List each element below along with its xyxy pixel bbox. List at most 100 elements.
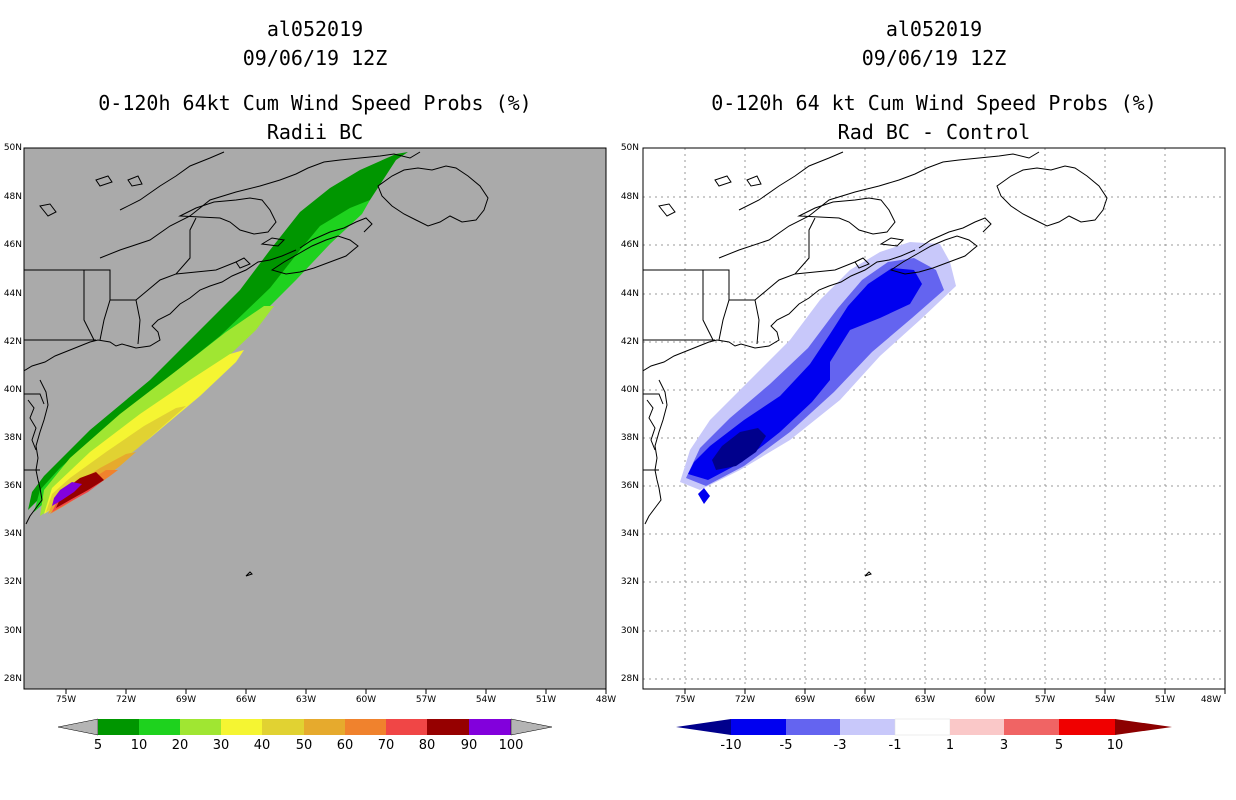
left-title-subtitle: Radii BC	[266, 120, 364, 144]
left-lon-label: 63W	[295, 695, 317, 705]
right-colorbar-swatch	[950, 719, 1004, 735]
right-lat-label: 48N	[620, 192, 639, 202]
right-difference-contours	[643, 151, 1108, 577]
right-colorbar-swatch	[894, 718, 951, 736]
left-lat-label: 38N	[3, 433, 22, 443]
left-colorbar-label: 90	[460, 738, 478, 753]
right-lon-label: 54W	[1094, 695, 1116, 705]
right-title-storm-id: al052019	[885, 17, 983, 41]
left-title-datetime: 09/06/19 12Z	[242, 46, 388, 70]
left-colorbar-swatch	[221, 719, 262, 735]
right-grid-lines	[643, 148, 1225, 689]
left-lon-label: 48W	[595, 695, 617, 705]
left-colorbar-swatch	[345, 719, 386, 735]
right-lon-label: 66W	[854, 695, 876, 705]
left-lon-label: 60W	[355, 695, 377, 705]
left-title-storm-id: al052019	[266, 17, 364, 41]
right-colorbar-swatch	[1004, 719, 1059, 735]
right-colorbar-swatch	[786, 719, 840, 735]
left-lat-label: 42N	[3, 337, 22, 347]
left-colorbar-label: 5	[93, 738, 103, 753]
left-colorbar-swatch	[98, 719, 139, 735]
left-lat-label: 36N	[3, 481, 22, 491]
left-lon-label: 57W	[415, 695, 437, 705]
left-lat-label: 46N	[3, 240, 22, 250]
right-lat-label: 46N	[620, 240, 639, 250]
left-probability-contours	[24, 151, 489, 577]
right-lat-label: 28N	[620, 674, 639, 684]
right-lon-label: 69W	[794, 695, 816, 705]
right-colorbar-label: 3	[999, 738, 1009, 753]
right-colorbar-label: -5	[779, 738, 793, 753]
right-lon-label: 57W	[1034, 695, 1056, 705]
left-lon-label: 66W	[235, 695, 257, 705]
right-colorbar	[676, 718, 1172, 736]
right-lat-label: 30N	[620, 626, 639, 636]
left-colorbar-low-arrow	[57, 718, 99, 736]
right-colorbar-swatch	[731, 719, 786, 735]
left-colorbar-swatch	[139, 719, 180, 735]
left-lat-label: 44N	[3, 289, 22, 299]
left-lon-ticks	[65, 689, 607, 694]
right-lat-label: 34N	[620, 529, 639, 539]
left-colorbar-label: 50	[295, 738, 313, 753]
left-lat-label: 40N	[3, 385, 22, 395]
left-map-panel	[23, 147, 607, 694]
left-colorbar-swatch	[180, 719, 221, 735]
right-lat-label: 44N	[620, 289, 639, 299]
right-lon-label: 51W	[1154, 695, 1176, 705]
right-lat-label: 40N	[620, 385, 639, 395]
left-lat-label: 48N	[3, 192, 22, 202]
right-colorbar-label: 5	[1054, 738, 1064, 753]
right-colorbar-low-arrow	[676, 719, 731, 735]
left-colorbar-label: 70	[377, 738, 395, 753]
right-lon-ticks	[684, 689, 1226, 694]
right-colorbar-swatch	[1059, 719, 1115, 735]
right-lat-label: 38N	[620, 433, 639, 443]
right-lon-label: 72W	[734, 695, 756, 705]
left-colorbar-label: 30	[212, 738, 230, 753]
right-colorbar-label: 10	[1106, 738, 1124, 753]
right-map-frame	[642, 147, 1226, 690]
right-title-subtitle: Rad BC - Control	[837, 120, 1031, 144]
left-title-product: 0-120h 64kt Cum Wind Speed Probs (%)	[98, 91, 532, 115]
left-colorbar-swatch	[304, 719, 345, 735]
right-colorbar-label: -1	[888, 738, 902, 753]
left-colorbar-swatch	[427, 719, 469, 735]
right-lat-label: 50N	[620, 143, 639, 153]
left-lat-label: 34N	[3, 529, 22, 539]
left-colorbar-label: 40	[253, 738, 271, 753]
right-colorbar-high-arrow	[1115, 719, 1172, 735]
left-colorbar-label: 100	[498, 738, 524, 753]
right-lon-label: 48W	[1200, 695, 1222, 705]
left-colorbar-label: 80	[418, 738, 436, 753]
left-colorbar-label: 20	[171, 738, 189, 753]
right-colorbar-label: -10	[720, 738, 742, 753]
right-lon-label: 63W	[914, 695, 936, 705]
right-colorbar-swatch	[840, 719, 895, 735]
right-lat-label: 42N	[620, 337, 639, 347]
left-lat-label: 28N	[3, 674, 22, 684]
left-lon-label: 54W	[475, 695, 497, 705]
right-lat-label: 32N	[620, 577, 639, 587]
left-colorbar-label: 60	[336, 738, 354, 753]
left-lon-label: 51W	[535, 695, 557, 705]
right-colorbar-label: -3	[833, 738, 847, 753]
left-colorbar-swatch	[262, 719, 304, 735]
left-colorbar-swatch	[386, 719, 427, 735]
left-lon-label: 69W	[175, 695, 197, 705]
left-map-frame	[23, 147, 607, 690]
right-lat-label: 36N	[620, 481, 639, 491]
left-lon-label: 75W	[55, 695, 77, 705]
right-lon-label: 60W	[974, 695, 996, 705]
left-lon-label: 72W	[115, 695, 137, 705]
left-colorbar-high-arrow	[510, 718, 553, 736]
left-colorbar	[57, 718, 553, 736]
left-colorbar-label: 10	[130, 738, 148, 753]
right-title-product: 0-120h 64 kt Cum Wind Speed Probs (%)	[711, 91, 1157, 115]
left-lat-label: 32N	[3, 577, 22, 587]
right-map-panel	[642, 147, 1226, 694]
right-lon-label: 75W	[674, 695, 696, 705]
left-colorbar-swatch	[469, 719, 511, 735]
